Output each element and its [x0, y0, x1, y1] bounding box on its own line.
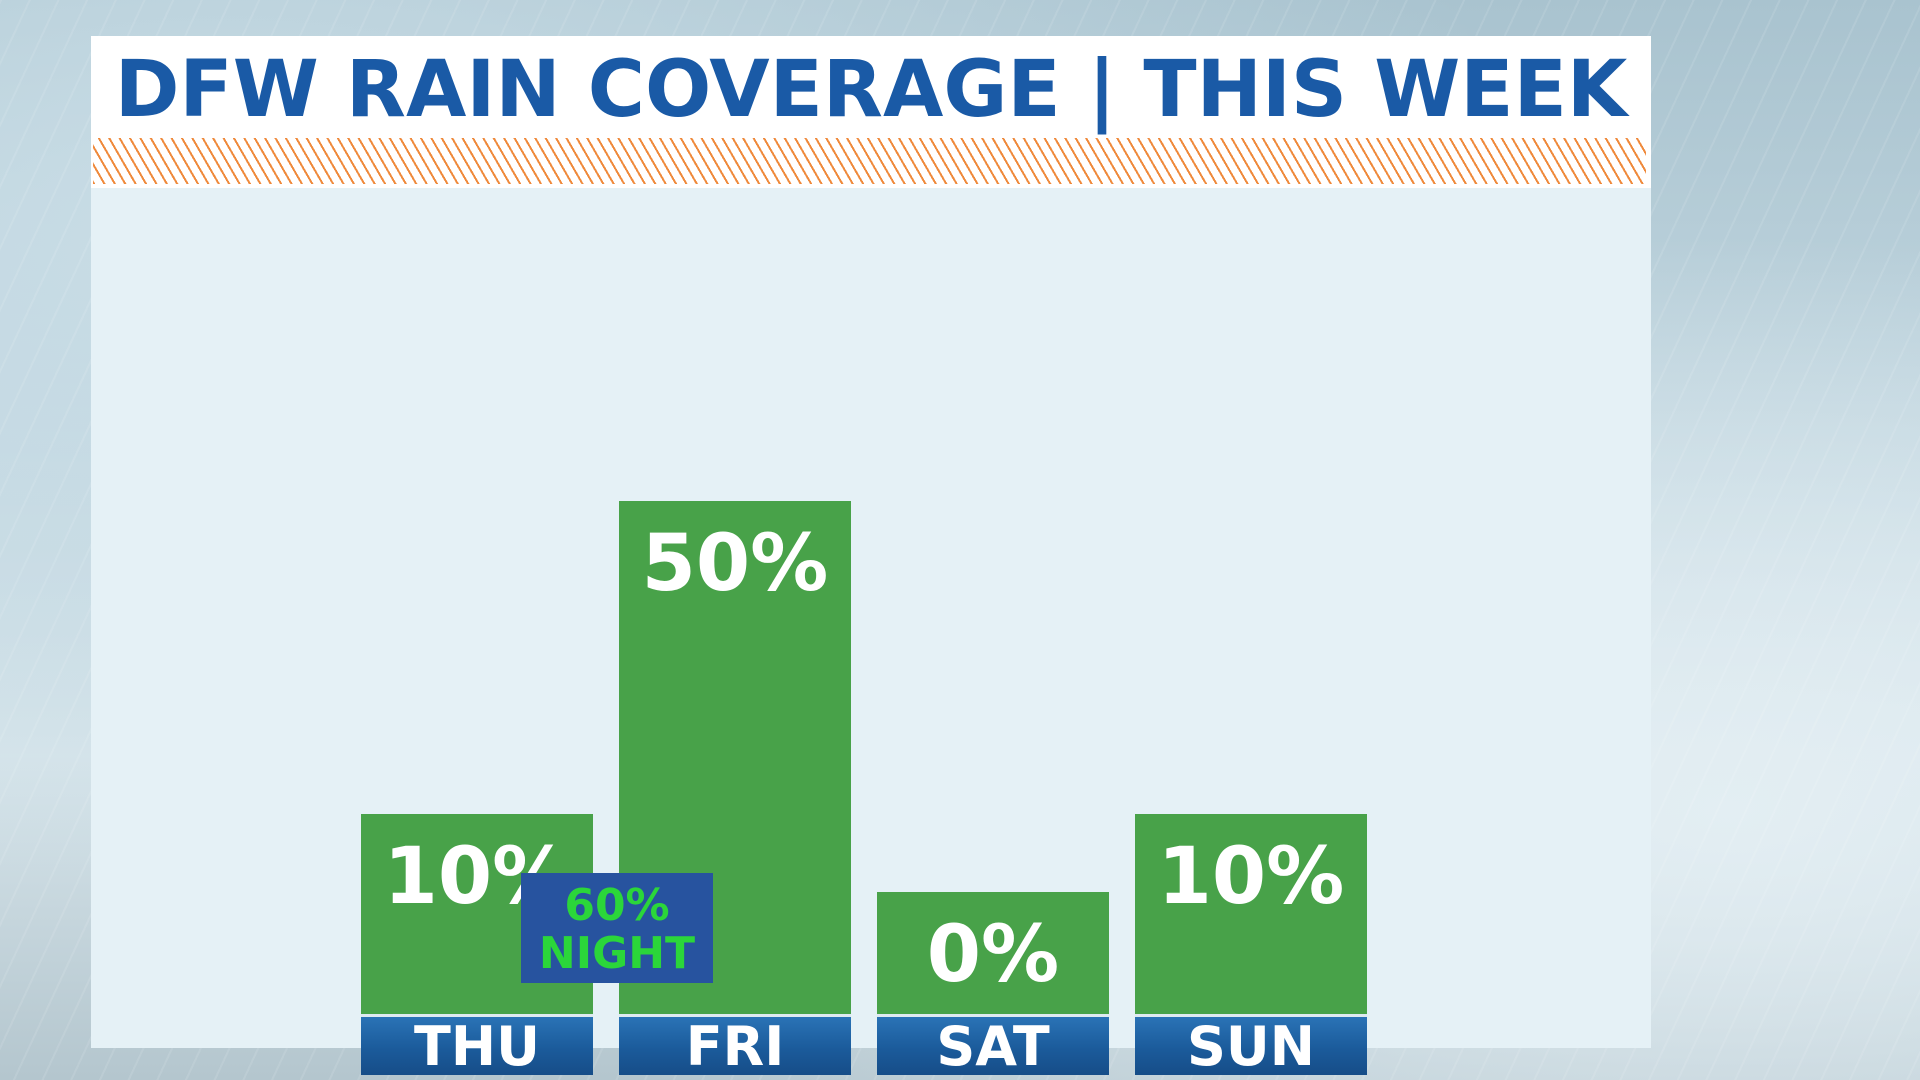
night-annotation-value: 60% — [564, 880, 670, 931]
day-label-sat: SAT — [877, 1014, 1109, 1077]
bar-value-label: 10% — [1157, 831, 1345, 922]
chart-title: DFW RAIN COVERAGE | THIS WEEK — [114, 45, 1628, 135]
hatch-stripe — [93, 138, 1646, 184]
day-label-thu: THU — [361, 1014, 593, 1077]
bar-sat: 0% — [877, 892, 1109, 1014]
day-label-sun: SUN — [1135, 1014, 1367, 1077]
bar-value-label: 50% — [641, 519, 829, 609]
night-annotation-label: NIGHT — [538, 928, 696, 979]
bar-sun: 10% — [1135, 813, 1367, 1014]
chart-panel: DFW RAIN COVERAGE | THIS WEEK 10% THU 50% F… — [91, 36, 1651, 1077]
day-label-fri: FRI — [619, 1014, 851, 1077]
bar-value-label: 0% — [926, 910, 1060, 1000]
title-bar: DFW RAIN COVERAGE | THIS WEEK — [91, 36, 1651, 188]
plot-area: 10% THU 50% FRI 0% SAT 10% SUN — [91, 188, 1651, 1077]
night-annotation: 60% NIGHT — [521, 873, 713, 983]
